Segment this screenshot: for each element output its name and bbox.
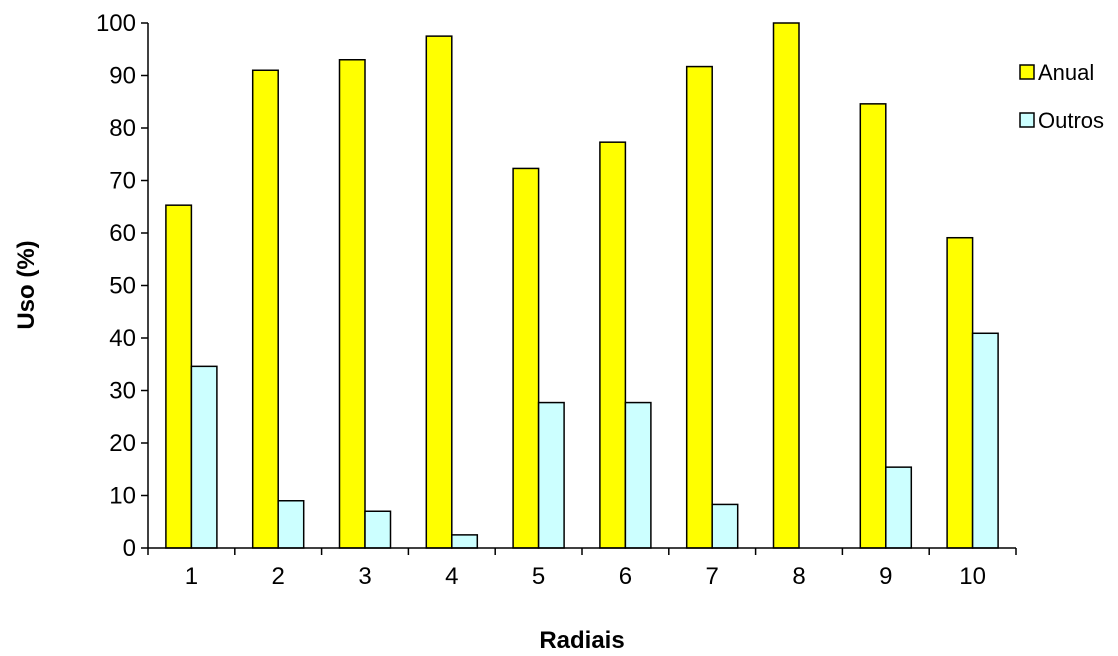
x-tick-label: 7 — [706, 563, 719, 590]
bar-anual-8 — [772, 22, 800, 549]
y-tick-label: 20 — [109, 430, 136, 457]
y-ticks-group: 0 10 20 30 40 50 60 70 80 90 100 — [96, 10, 148, 562]
bar-anual-10 — [946, 236, 974, 549]
bar-anual-6 — [599, 141, 627, 549]
y-tick-label: 50 — [109, 273, 136, 300]
x-tick-label: 4 — [445, 563, 458, 590]
x-tick-label: 6 — [619, 563, 632, 590]
x-tick-label: 5 — [532, 563, 545, 590]
x-tick-label: 10 — [959, 563, 986, 590]
x-tick-label: 3 — [358, 563, 371, 590]
legend: Anual Outros — [1019, 60, 1104, 133]
y-tick-label: 90 — [109, 63, 136, 90]
bars-group — [165, 22, 999, 549]
bar-outros-9 — [885, 466, 913, 549]
bar-anual-2 — [251, 69, 279, 549]
bar-outros-7 — [711, 503, 739, 549]
legend-label-outros: Outros — [1038, 108, 1104, 133]
x-ticks-group: 1 2 3 4 5 6 7 8 9 10 — [147, 548, 1017, 590]
bar-anual-5 — [512, 167, 540, 549]
bar-outros-5 — [537, 401, 565, 549]
bar-outros-3 — [364, 510, 392, 549]
bar-outros-2 — [277, 500, 305, 549]
legend-swatch-outros — [1019, 112, 1035, 128]
y-tick-label: 80 — [109, 115, 136, 142]
bar-outros-6 — [624, 401, 652, 549]
legend-label-anual: Anual — [1038, 60, 1094, 85]
y-tick-label: 10 — [109, 483, 136, 510]
bar-anual-3 — [338, 59, 366, 549]
y-tick-label: 60 — [109, 220, 136, 247]
x-tick-label: 2 — [272, 563, 285, 590]
bar-outros-1 — [190, 365, 218, 549]
y-tick-label: 70 — [109, 168, 136, 195]
x-tick-label: 8 — [792, 563, 805, 590]
y-tick-label: 30 — [109, 378, 136, 405]
bar-anual-7 — [685, 65, 713, 549]
bar-anual-4 — [425, 35, 453, 549]
x-tick-label: 9 — [879, 563, 892, 590]
bar-outros-10 — [971, 332, 999, 549]
bar-outros-4 — [451, 534, 479, 549]
legend-swatch-anual — [1019, 64, 1035, 80]
x-axis-title: Radiais — [539, 627, 624, 654]
y-tick-label: 100 — [96, 10, 136, 37]
y-axis-title: Uso (%) — [13, 240, 40, 329]
y-tick-label: 40 — [109, 325, 136, 352]
y-tick-label: 0 — [123, 535, 136, 562]
x-tick-label: 1 — [185, 563, 198, 590]
bar-anual-9 — [859, 103, 887, 549]
bar-anual-1 — [165, 204, 193, 549]
